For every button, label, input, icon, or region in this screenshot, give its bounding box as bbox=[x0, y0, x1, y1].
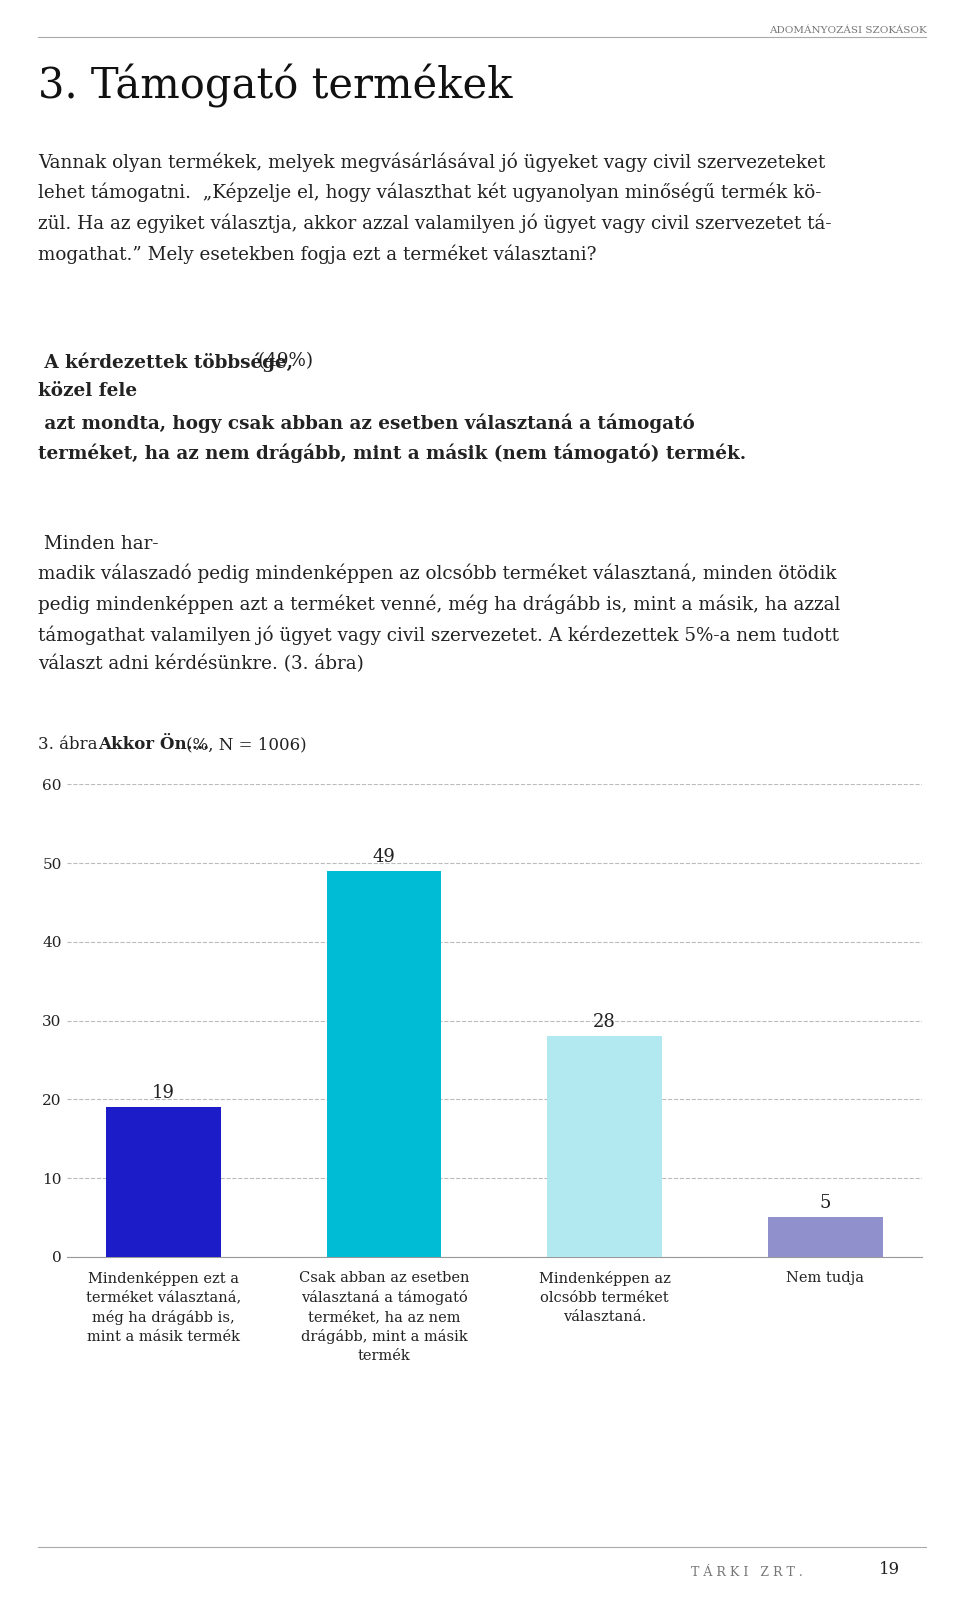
Text: 19: 19 bbox=[152, 1084, 175, 1101]
Bar bbox=[326, 871, 442, 1257]
Bar bbox=[768, 1217, 883, 1257]
Text: A kérdezettek többsége,
közel fele: A kérdezettek többsége, közel fele bbox=[38, 352, 294, 400]
Text: (49%): (49%) bbox=[252, 352, 313, 370]
Text: 49: 49 bbox=[372, 847, 396, 866]
Text: 28: 28 bbox=[593, 1013, 616, 1031]
Bar bbox=[547, 1036, 662, 1257]
Text: 5: 5 bbox=[820, 1194, 831, 1212]
Bar bbox=[106, 1108, 221, 1257]
Text: 19: 19 bbox=[878, 1561, 900, 1579]
Text: ADOMÁNYOZÁSI SZOKÁSOK: ADOMÁNYOZÁSI SZOKÁSOK bbox=[769, 26, 926, 35]
Text: Akkor Ön….: Akkor Ön…. bbox=[98, 736, 215, 754]
Text: 3. ábra: 3. ábra bbox=[38, 736, 103, 754]
Text: 3. Támogató termékek: 3. Támogató termékek bbox=[38, 64, 513, 107]
Text: Minden har-
madik válaszadó pedig mindenképpen az olcsóbb terméket választaná, m: Minden har- madik válaszadó pedig minden… bbox=[38, 535, 841, 674]
Text: T Á R K I   Z R T .: T Á R K I Z R T . bbox=[691, 1566, 803, 1579]
Text: Vannak olyan termékek, melyek megvásárlásával jó ügyeket vagy civil szervezeteke: Vannak olyan termékek, melyek megvásárlá… bbox=[38, 152, 832, 264]
Text: azt mondta, hogy csak abban az esetben választaná a támogató
terméket, ha az nem: azt mondta, hogy csak abban az esetben v… bbox=[38, 413, 747, 463]
Text: (%, N = 1006): (%, N = 1006) bbox=[186, 736, 307, 754]
